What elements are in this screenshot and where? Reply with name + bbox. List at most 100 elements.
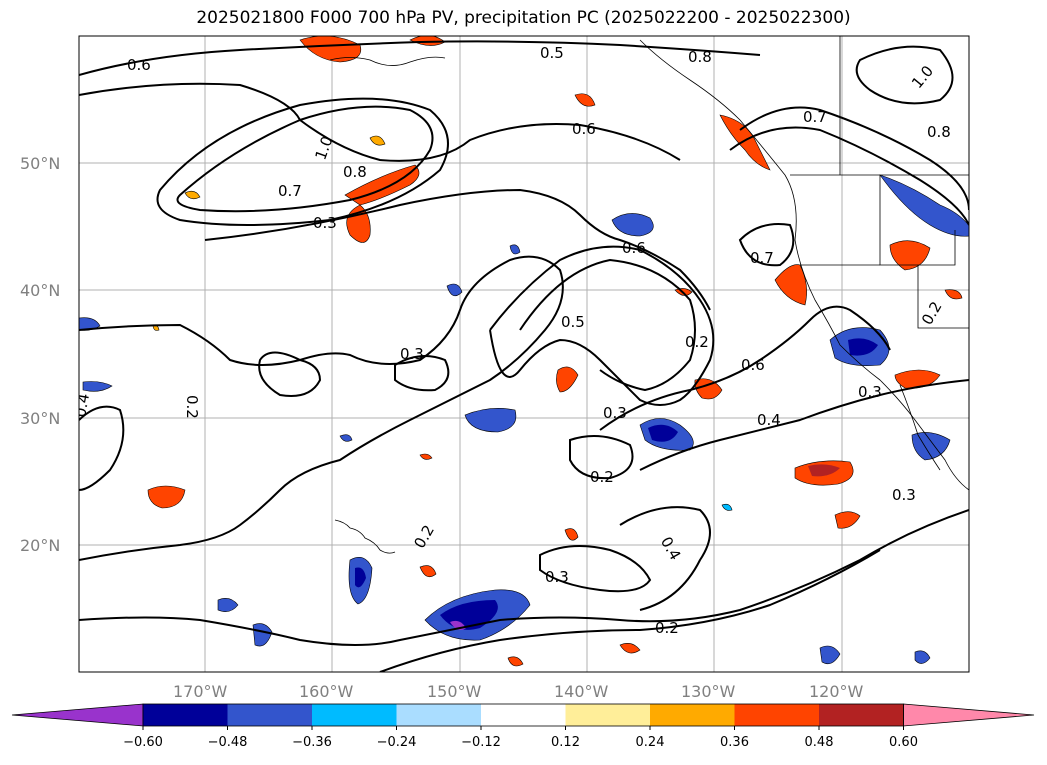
contour-label: 0.4 xyxy=(71,392,93,419)
colorbar-tick-label: −0.60 xyxy=(123,735,163,750)
precip-blob xyxy=(611,213,654,237)
precip-blob xyxy=(834,511,861,529)
precip-blob xyxy=(147,485,186,509)
precip-blob xyxy=(464,408,517,433)
precip-blob xyxy=(184,190,201,200)
contour-label: 0.7 xyxy=(278,182,302,200)
hawaiian-islands xyxy=(334,519,396,554)
pv-contour xyxy=(639,379,969,471)
colorbar-tick-label: 0.12 xyxy=(551,735,580,750)
contour-label: 0.2 xyxy=(685,333,709,351)
pv-contour xyxy=(176,105,434,213)
contour-label: 0.3 xyxy=(603,404,627,422)
precip-blob xyxy=(507,656,524,667)
colorbar-tick-label: 0.24 xyxy=(636,735,665,750)
precip-blob xyxy=(774,264,807,306)
colorbar-segment xyxy=(312,704,397,726)
pv-contour xyxy=(79,255,564,561)
colorbar-segment xyxy=(819,704,904,726)
us-state-border xyxy=(879,175,956,266)
colorbar-tick-label: 0.60 xyxy=(889,735,918,750)
aleutian-islands xyxy=(329,56,446,66)
precip-blob xyxy=(419,565,437,578)
contour-label: 0.2 xyxy=(590,468,614,486)
pv-contour xyxy=(79,509,969,646)
pv-contour xyxy=(489,245,715,406)
contour-label: 0.8 xyxy=(927,123,951,141)
pv-contour xyxy=(156,97,449,226)
pv-contour xyxy=(519,258,696,392)
pv-contour xyxy=(619,506,711,611)
pv-contour xyxy=(739,106,969,211)
colorbar-tick-label: −0.36 xyxy=(292,735,332,750)
contour-label: 0.8 xyxy=(688,48,712,66)
precip-blob xyxy=(879,174,969,237)
contour-label: 0.7 xyxy=(803,108,827,126)
precip-blob xyxy=(446,283,463,297)
colorbar: −0.60 −0.48 −0.36 −0.24 −0.12 0.12 0.24 0.36 0.4… xyxy=(11,703,1035,750)
precip-blob xyxy=(419,453,433,460)
contour-label: 0.5 xyxy=(540,44,564,62)
contour-label: 0.2 xyxy=(183,395,201,419)
precip-blob xyxy=(819,645,841,665)
precip-blob xyxy=(914,650,931,664)
contour-label: 0.6 xyxy=(572,120,596,138)
contour-label: 0.3 xyxy=(858,383,882,401)
pv-contour xyxy=(539,545,652,593)
pv-contour xyxy=(79,405,125,491)
colorbar-segment xyxy=(396,704,482,726)
precip-blob xyxy=(911,432,951,461)
lat-tick-label: 30°N xyxy=(20,409,60,428)
north-american-coast xyxy=(639,39,969,491)
map-background xyxy=(79,36,969,672)
colorbar-frame xyxy=(142,703,904,727)
precip-blob xyxy=(509,244,521,255)
precip-blob xyxy=(556,366,579,393)
pv-contour xyxy=(855,45,954,105)
lon-tick-label: 140°W xyxy=(554,682,609,701)
precip-blob xyxy=(648,424,678,442)
pv-contour xyxy=(204,188,711,311)
precip-blob xyxy=(808,464,840,477)
precip-blob xyxy=(619,643,641,654)
colorbar-segment xyxy=(143,704,228,726)
colorbar-extend-high xyxy=(903,703,1035,727)
contour-label: 0.6 xyxy=(741,356,765,374)
contour-label: 0.4 xyxy=(757,411,781,429)
colorbar-tick-label: −0.12 xyxy=(461,735,501,750)
lon-tick-label: 130°W xyxy=(681,682,736,701)
precip-blob xyxy=(944,289,963,300)
lat-tick-label: 40°N xyxy=(20,281,60,300)
contour-label: 0.8 xyxy=(343,163,367,181)
contour-label: 0.6 xyxy=(127,56,151,74)
lat-tick-label: 50°N xyxy=(20,154,60,173)
contour-label: 0.6 xyxy=(622,239,646,257)
pv-contour xyxy=(379,549,881,672)
precip-blob xyxy=(252,623,273,647)
pv-contour xyxy=(599,305,891,431)
colorbar-segment xyxy=(734,704,820,726)
contour-label: 0.2 xyxy=(655,619,679,637)
pv-contour xyxy=(569,435,634,480)
pv-contour xyxy=(79,40,761,76)
lon-tick-label: 150°W xyxy=(427,682,482,701)
contour-label: 0.5 xyxy=(561,313,585,331)
colorbar-tick-label: 0.48 xyxy=(805,735,834,750)
precip-blob xyxy=(721,503,733,511)
colorbar-extend-low xyxy=(11,703,144,727)
us-state-border xyxy=(917,265,969,329)
colorbar-tick-label: −0.24 xyxy=(377,735,417,750)
pv-contour xyxy=(738,223,795,267)
precip-blob xyxy=(339,434,353,442)
colorbar-tick-label: −0.48 xyxy=(208,735,248,750)
map-title: 2025021800 F000 700 hPa PV, precipitatio… xyxy=(196,8,851,28)
lat-tick-label: 20°N xyxy=(20,536,60,555)
precip-blob xyxy=(82,381,113,392)
baja-coast xyxy=(899,384,941,471)
colorbar-tick-label: 0.36 xyxy=(720,735,749,750)
precip-blob xyxy=(889,240,931,271)
precip-blob xyxy=(574,93,596,107)
precip-blob xyxy=(694,378,723,400)
map-frame xyxy=(78,35,970,673)
